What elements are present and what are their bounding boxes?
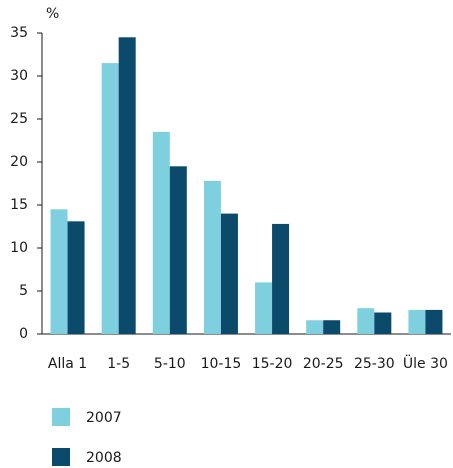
legend-swatch bbox=[52, 448, 70, 466]
bar bbox=[425, 309, 443, 334]
x-tick-label: 15-20 bbox=[252, 356, 293, 372]
bar bbox=[67, 221, 85, 334]
y-tick-label: 30 bbox=[10, 68, 28, 84]
bar bbox=[408, 309, 426, 334]
bar bbox=[323, 320, 341, 334]
bar bbox=[118, 37, 136, 335]
legend-swatch bbox=[52, 408, 70, 426]
bar bbox=[255, 282, 273, 334]
y-tick-label: 20 bbox=[10, 154, 28, 170]
y-axis-label: % bbox=[46, 6, 59, 22]
y-tick-label: 0 bbox=[19, 326, 28, 342]
bar bbox=[357, 308, 375, 334]
bar bbox=[374, 312, 392, 334]
legend-label: 2008 bbox=[86, 450, 122, 466]
bar bbox=[169, 166, 187, 334]
x-tick-label: 25-30 bbox=[354, 356, 395, 372]
x-tick-label: 10-15 bbox=[201, 356, 242, 372]
bar bbox=[101, 63, 119, 334]
bar bbox=[50, 209, 68, 334]
x-tick-label: Alla 1 bbox=[48, 356, 87, 372]
bar bbox=[152, 131, 170, 334]
x-tick-label: Üle 30 bbox=[403, 354, 448, 372]
bar bbox=[203, 180, 221, 334]
bar bbox=[272, 223, 290, 334]
x-tick-label: 1-5 bbox=[107, 356, 130, 372]
legend-label: 2007 bbox=[86, 410, 122, 426]
y-tick-label: 5 bbox=[19, 283, 28, 299]
y-tick-label: 15 bbox=[10, 197, 28, 213]
bar bbox=[220, 213, 238, 334]
y-tick-label: 25 bbox=[10, 111, 28, 127]
y-tick-label: 35 bbox=[10, 25, 28, 41]
bar bbox=[306, 320, 324, 334]
y-tick-label: 10 bbox=[10, 240, 28, 256]
x-tick-label: 5-10 bbox=[154, 356, 186, 372]
x-tick-label: 20-25 bbox=[303, 356, 344, 372]
